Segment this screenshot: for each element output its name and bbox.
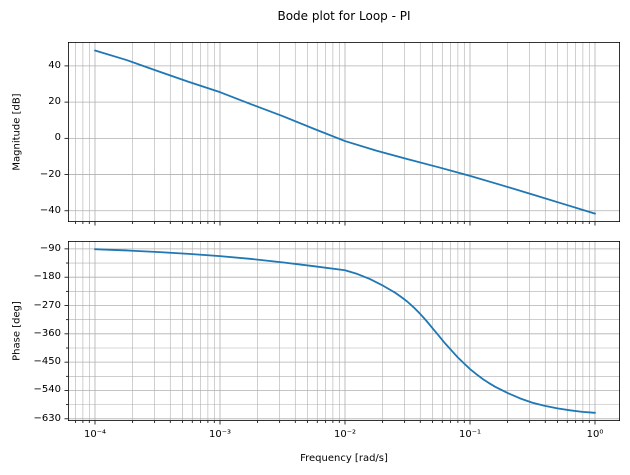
- phase-ytick-label: −270: [33, 299, 61, 311]
- frequency-tick-label: 10⁻¹: [458, 429, 482, 440]
- frequency-tick-label: 10⁰: [586, 429, 604, 440]
- magnitude-plot-canvas: [64, 42, 621, 226]
- magnitude-curve: [94, 49, 596, 215]
- phase-frame: [68, 241, 621, 421]
- frequency-tick-label: 10⁻⁴: [83, 429, 107, 440]
- phase-axis-label: Phase [deg]: [11, 301, 23, 361]
- magnitude-frame: [68, 42, 621, 222]
- phase-ytick-label: −90: [39, 242, 61, 254]
- magnitude-axes: [64, 42, 621, 226]
- phase-ytick-label: −630: [33, 412, 61, 424]
- frequency-axis-label: Frequency [rad/s]: [300, 453, 388, 464]
- magnitude-ytick-label: 40: [48, 59, 61, 71]
- phase-ytick-label: −180: [33, 271, 61, 283]
- phase-axes: [64, 241, 621, 425]
- frequency-tick-label: 10⁻³: [208, 429, 232, 440]
- phase-curve: [94, 248, 596, 414]
- magnitude-ytick-label: −40: [39, 204, 61, 216]
- phase-ytick-label: −540: [33, 384, 61, 396]
- phase-plot-canvas: [64, 241, 621, 425]
- phase-ytick-label: −450: [33, 356, 61, 368]
- frequency-tick-label: 10⁻²: [333, 429, 357, 440]
- magnitude-axis-label: Magnitude [dB]: [11, 93, 23, 171]
- phase-ytick-label: −360: [33, 327, 61, 339]
- figure-title: Bode plot for Loop - PI: [277, 9, 411, 23]
- magnitude-ytick-label: 0: [54, 132, 61, 144]
- magnitude-ytick-label: 20: [48, 96, 61, 108]
- magnitude-ytick-label: −20: [39, 168, 61, 180]
